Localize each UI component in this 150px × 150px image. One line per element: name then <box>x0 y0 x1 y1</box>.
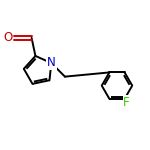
Text: N: N <box>47 57 56 69</box>
Text: O: O <box>3 31 12 44</box>
Text: F: F <box>123 96 130 109</box>
